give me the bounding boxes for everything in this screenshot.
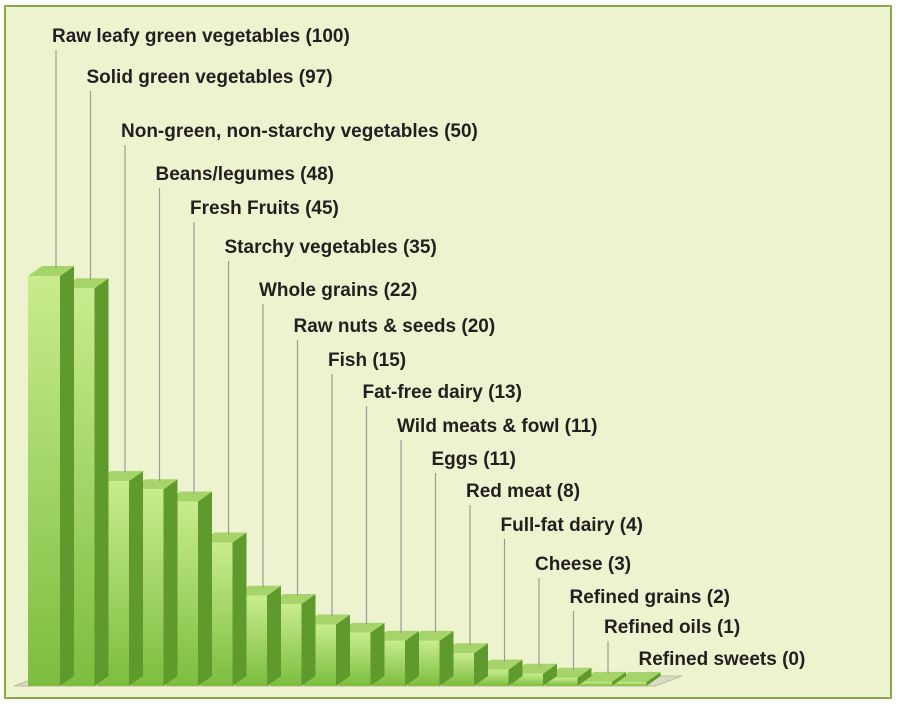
bar-3 [131, 479, 178, 686]
bar-0 [28, 266, 74, 686]
bar-side [163, 479, 178, 686]
bar-side [646, 672, 661, 686]
bar-side [405, 630, 419, 686]
bar-label-13: Full-fat dairy (4) [501, 515, 644, 536]
bar-label-6: Whole grains (22) [259, 280, 417, 301]
bar-side [370, 622, 385, 686]
bar-side [577, 667, 592, 686]
bar-label-5: Starchy vegetables (35) [225, 237, 437, 258]
bar-label-4: Fresh Fruits (45) [190, 198, 339, 219]
bar-front [545, 677, 578, 686]
bar-top [28, 266, 74, 276]
bar-label-16: Refined oils (1) [604, 617, 740, 638]
bar-side [198, 491, 212, 686]
bar-label-1: Solid green vegetables (97) [87, 67, 333, 88]
bar-label-11: Eggs (11) [432, 449, 516, 470]
bar-label-3: Beans/legumes (48) [156, 164, 334, 185]
bar-label-14: Cheese (3) [535, 554, 631, 575]
bar-side [612, 671, 626, 686]
bar-label-12: Red meat (8) [466, 481, 580, 502]
bar-side [474, 643, 488, 686]
bar-label-10: Wild meats & fowl (11) [397, 416, 597, 437]
bar-side [301, 594, 316, 686]
bar-side [60, 266, 74, 686]
bar-side [232, 532, 247, 686]
bar-label-0: Raw leafy green vegetables (100) [52, 26, 350, 47]
bar-side [439, 630, 454, 686]
bar-front [28, 276, 60, 686]
bar-side [543, 663, 557, 686]
bar-label-9: Fat-free dairy (13) [363, 382, 522, 403]
bar-label-8: Fish (15) [328, 350, 406, 371]
leader-lines-group [55, 50, 644, 674]
bar-side [508, 659, 523, 686]
bar-side [267, 585, 281, 686]
bar-front [580, 681, 612, 686]
bar-label-7: Raw nuts & seeds (20) [294, 316, 496, 337]
bar-side [129, 471, 143, 686]
bar-front [614, 682, 647, 686]
bar-label-17: Refined sweets (0) [639, 649, 806, 670]
bar-label-2: Non-green, non-starchy vegetables (50) [121, 121, 478, 142]
labels-group: Raw leafy green vegetables (100) Solid gr… [52, 26, 805, 670]
bar-side [94, 278, 109, 686]
bars-group [28, 266, 661, 686]
bar-label-15: Refined grains (2) [570, 587, 730, 608]
bar-side [336, 614, 350, 686]
